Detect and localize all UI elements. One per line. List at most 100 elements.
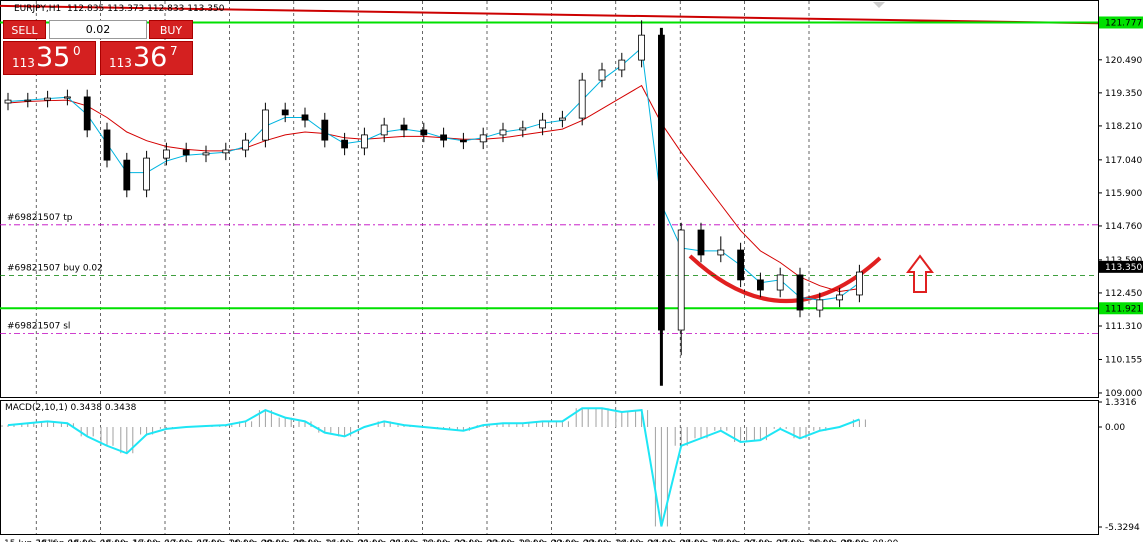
candle-body bbox=[380, 124, 388, 136]
candle-body bbox=[222, 149, 230, 154]
y-tick-label: 109.000 bbox=[1105, 389, 1142, 399]
moving-average bbox=[7, 46, 860, 301]
macd-line bbox=[7, 407, 860, 527]
hand-drawn-curve bbox=[688, 254, 882, 303]
order-label: #69821507 tp bbox=[7, 213, 73, 223]
x-tick-label: 24 Jun 08:00 bbox=[648, 539, 705, 542]
candle-body bbox=[479, 134, 487, 143]
y-tick-label: 111.310 bbox=[1105, 322, 1142, 332]
candle-body bbox=[796, 274, 804, 311]
ask-price[interactable]: 113 36 7 bbox=[100, 41, 193, 75]
x-tick-label: 27 Jun 00:00 bbox=[712, 539, 769, 542]
candle-body bbox=[677, 229, 685, 331]
candle-body bbox=[341, 139, 349, 149]
level-box bbox=[1099, 302, 1143, 315]
bid-prefix: 113 bbox=[12, 56, 35, 70]
level-label: 121.777 bbox=[1105, 18, 1142, 28]
order-label: #69821507 sl bbox=[7, 322, 70, 332]
candle-body bbox=[459, 139, 467, 143]
x-tick-label: 23 Jun 16:00 bbox=[584, 539, 641, 542]
candle-body bbox=[44, 97, 51, 101]
x-tick-label: 21 Jun 16:00 bbox=[390, 539, 447, 542]
candle-body bbox=[638, 34, 645, 61]
x-tick-label: 22 Jun 16:00 bbox=[487, 539, 544, 542]
candle-body bbox=[64, 96, 71, 99]
candle-body bbox=[757, 279, 764, 291]
x-tick-label: 27 Jun 16:00 bbox=[777, 539, 834, 542]
y-tick-label: 110.155 bbox=[1105, 355, 1142, 365]
up-arrow bbox=[906, 254, 934, 293]
candle-body bbox=[559, 117, 566, 121]
current-price-box bbox=[1099, 260, 1143, 273]
candle-body bbox=[123, 159, 131, 191]
trade-panel: SELL 0.02 BUY 113 35 0 113 36 7 bbox=[3, 20, 193, 75]
x-tick-label: 20 Jun 00:00 bbox=[229, 539, 286, 542]
y-tick-label: -5.3294 bbox=[1105, 523, 1140, 533]
ask-small: 7 bbox=[170, 44, 178, 58]
x-tick-label: 23 Jun 00:00 bbox=[519, 539, 576, 542]
candle-body bbox=[717, 249, 725, 256]
x-tick-label: 20 Jun 16:00 bbox=[294, 539, 351, 542]
x-tick-label: 22 Jun 00:00 bbox=[423, 539, 480, 542]
x-tick-label: 21 Jun 00:00 bbox=[326, 539, 383, 542]
candle-body bbox=[856, 271, 863, 296]
candle-body bbox=[24, 99, 32, 102]
level-label: 111.921 bbox=[1105, 304, 1142, 314]
candle-body bbox=[836, 294, 843, 301]
candle-body bbox=[816, 299, 824, 311]
candle-body bbox=[737, 249, 744, 281]
candle-body bbox=[697, 229, 705, 256]
candle-body bbox=[400, 124, 408, 131]
y-tick-label: 112.450 bbox=[1105, 289, 1142, 299]
shift-marker bbox=[873, 2, 885, 8]
sell-button[interactable]: SELL bbox=[3, 20, 46, 39]
lot-input[interactable]: 0.02 bbox=[49, 20, 147, 39]
x-tick-label: 15 Jun 2016 bbox=[4, 539, 58, 542]
macd-frame bbox=[0, 400, 1099, 535]
y-tick-label: 119.350 bbox=[1105, 89, 1142, 99]
bid-small: 0 bbox=[73, 44, 81, 58]
y-tick-label: 114.760 bbox=[1105, 222, 1142, 232]
y-tick-label: 118.210 bbox=[1105, 122, 1142, 132]
candle-body bbox=[519, 127, 527, 131]
candle-body bbox=[281, 109, 289, 116]
candle-body bbox=[776, 274, 784, 291]
candle-body bbox=[658, 34, 665, 331]
moving-average bbox=[7, 84, 860, 292]
y-tick-label: 115.900 bbox=[1105, 189, 1142, 199]
x-tick-label: 20 Jun 08:00 bbox=[262, 539, 319, 542]
y-tick-label: 117.040 bbox=[1105, 156, 1142, 166]
order-label: #69821507 buy 0.02 bbox=[7, 264, 103, 274]
candle-body bbox=[202, 152, 210, 156]
candle-body bbox=[182, 149, 190, 156]
buy-button[interactable]: BUY bbox=[149, 20, 193, 39]
x-tick-label: 16 Jun 08:00 bbox=[68, 539, 125, 542]
x-tick-label: 16 Jun 16:00 bbox=[101, 539, 158, 542]
candle-body bbox=[578, 79, 586, 119]
candle-body bbox=[420, 129, 428, 136]
candle-body bbox=[83, 96, 91, 131]
bid-price[interactable]: 113 35 0 bbox=[3, 41, 96, 75]
candle-body bbox=[162, 149, 170, 159]
candle-body bbox=[360, 134, 368, 149]
x-tick-label: 24 Jun 00:00 bbox=[616, 539, 673, 542]
candle-body bbox=[321, 119, 329, 141]
x-tick-label: 24 Jun 16:00 bbox=[680, 539, 737, 542]
trendline bbox=[0, 4, 1099, 25]
bid-big: 35 bbox=[36, 42, 71, 73]
candle-body bbox=[618, 59, 626, 71]
candle-body bbox=[598, 69, 606, 81]
candle-body bbox=[4, 99, 12, 104]
x-tick-label: 21 Jun 08:00 bbox=[358, 539, 415, 542]
candle-body bbox=[539, 119, 546, 129]
x-tick-label: 23 Jun 08:00 bbox=[551, 539, 608, 542]
macd-title: MACD(2,10,1) 0.3438 0.3438 bbox=[5, 403, 137, 413]
x-tick-label: 17 Jun 00:00 bbox=[133, 539, 190, 542]
y-tick-label: 1.3316 bbox=[1105, 398, 1137, 408]
ask-prefix: 113 bbox=[109, 56, 132, 70]
candle-body bbox=[261, 109, 269, 141]
x-tick-label: 28 Jun 08:00 bbox=[841, 539, 898, 542]
x-tick-label: 28 Jun 00:00 bbox=[809, 539, 866, 542]
current-price-label: 113.350 bbox=[1105, 263, 1142, 273]
